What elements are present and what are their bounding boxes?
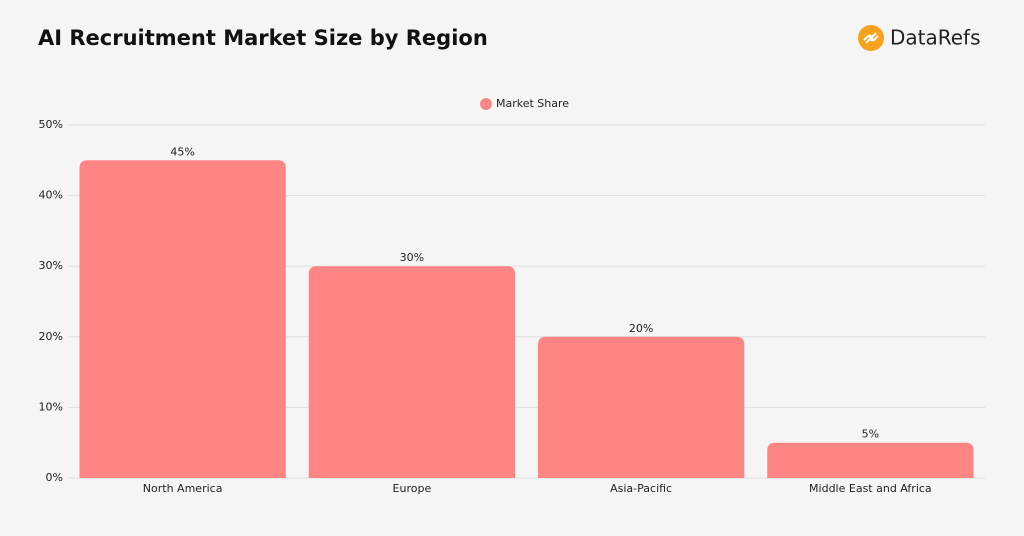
bar xyxy=(537,336,745,478)
y-tick-label: 50% xyxy=(39,118,63,131)
y-tick-label: 40% xyxy=(39,189,63,202)
value-label: 45% xyxy=(170,145,194,158)
legend-label: Market Share xyxy=(496,97,569,110)
x-tick-label: Asia-Pacific xyxy=(610,482,672,495)
y-tick-label: 10% xyxy=(39,400,63,413)
x-tick-label: Middle East and Africa xyxy=(809,482,932,495)
logo: DataRefs xyxy=(858,25,981,51)
y-tick-label: 0% xyxy=(46,471,63,484)
y-tick-label: 20% xyxy=(39,330,63,343)
bar xyxy=(767,442,974,478)
legend-marker xyxy=(480,98,492,110)
y-tick-label: 30% xyxy=(39,259,63,272)
value-label: 30% xyxy=(400,251,424,264)
logo-text: DataRefs xyxy=(890,26,981,50)
logo-link xyxy=(863,32,879,44)
value-label: 20% xyxy=(629,322,653,335)
bar xyxy=(79,160,286,479)
x-tick-label: Europe xyxy=(393,482,432,495)
bar xyxy=(308,266,516,478)
chart-title: AI Recruitment Market Size by Region xyxy=(38,26,488,50)
value-label: 5% xyxy=(862,428,879,441)
x-tick-label: North America xyxy=(143,482,223,495)
